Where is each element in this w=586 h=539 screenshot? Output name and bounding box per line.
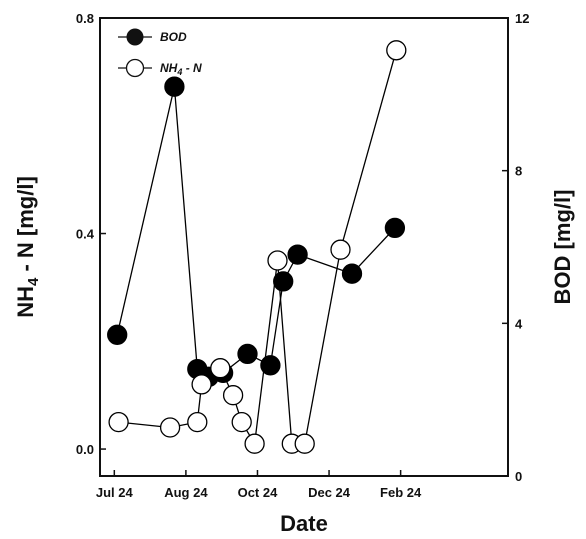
right-axis-tick-label: 12	[515, 11, 529, 26]
data-point-nh4	[159, 417, 181, 438]
data-point-nh4	[267, 250, 288, 271]
data-point-bod	[107, 324, 128, 345]
left-axis-tick-label: 0.4	[76, 227, 95, 242]
data-point-nh4	[244, 433, 265, 454]
data-point-nh4	[210, 358, 231, 379]
data-point-bod	[384, 217, 406, 239]
data-point-bod	[341, 263, 363, 284]
left-axis-title: NH4 - N [mg/l]	[13, 176, 42, 318]
x-axis-title: Date	[280, 511, 328, 536]
data-point-bod	[237, 343, 258, 365]
data-point-bod	[287, 244, 308, 265]
data-point-nh4	[294, 433, 315, 454]
legend-bod-marker	[126, 28, 144, 46]
legend-nh4-label: NH4 - N	[160, 61, 202, 77]
data-point-nh4	[231, 411, 252, 433]
x-axis-tick-label: Aug 24	[164, 485, 208, 500]
data-point-nh4	[191, 374, 212, 395]
x-axis-tick-label: Feb 24	[380, 485, 422, 500]
left-axis-tick-label: 0.0	[76, 442, 94, 457]
data-point-nh4	[330, 239, 351, 260]
x-axis-tick-label: Oct 24	[238, 485, 279, 500]
right-axis-tick-label: 4	[515, 316, 523, 331]
legend: BOD NH4 - N	[118, 28, 202, 78]
x-axis-tick-label: Dec 24	[308, 485, 351, 500]
data-point-nh4	[222, 385, 244, 406]
right-axis-title: BOD [mg/l]	[550, 190, 575, 305]
legend-nh4-marker	[125, 58, 145, 78]
right-axis-tick-label: 8	[515, 164, 522, 179]
left-axis-ticks: 0.0 0.4 0.8	[76, 11, 106, 457]
data-point-nh4	[187, 411, 208, 433]
series-layer	[107, 40, 407, 454]
data-point-bod	[164, 76, 185, 97]
right-axis-ticks: 0 4 8 12	[502, 11, 529, 484]
x-axis-tick-label: Jul 24	[96, 485, 134, 500]
left-axis-tick-label: 0.8	[76, 11, 94, 26]
series-line-nh4	[118, 50, 397, 446]
x-axis-ticks: Jul 24 Aug 24 Oct 24 Dec 24 Feb 24	[96, 470, 422, 500]
series-line-bod	[116, 86, 396, 378]
data-point-nh4	[386, 40, 407, 61]
data-point-bod	[260, 355, 281, 376]
legend-bod-label: BOD	[160, 30, 187, 44]
data-point-bod	[273, 271, 294, 292]
data-point-nh4	[108, 411, 129, 433]
right-axis-tick-label: 0	[515, 469, 522, 484]
plot-frame	[99, 17, 509, 477]
